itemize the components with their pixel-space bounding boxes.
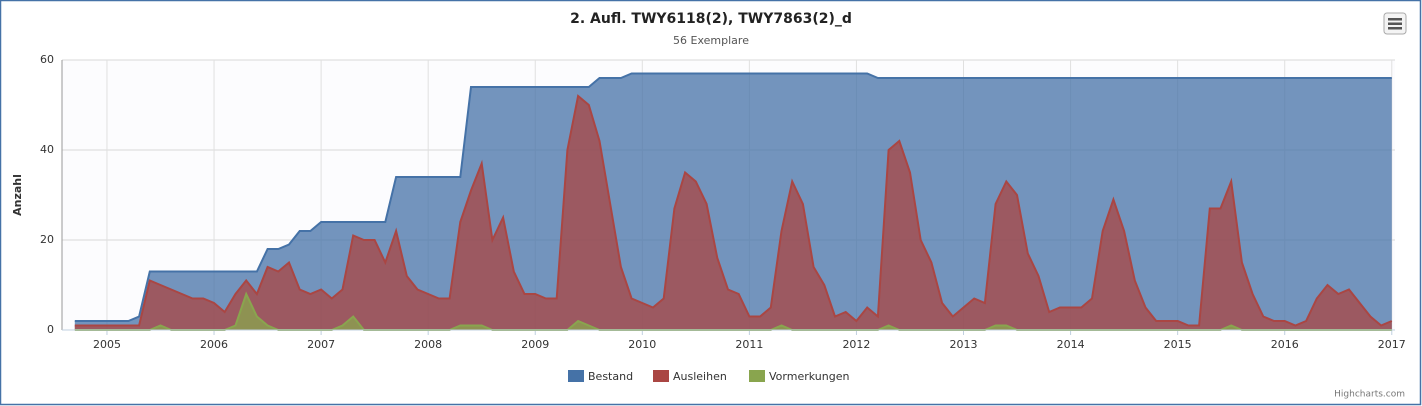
x-tick-label: 2011 (735, 338, 763, 351)
legend-label: Bestand (588, 370, 633, 383)
y-tick-label: 0 (47, 323, 54, 336)
x-tick-label: 2010 (628, 338, 656, 351)
x-tick-label: 2016 (1271, 338, 1299, 351)
x-tick-label: 2014 (1057, 338, 1085, 351)
legend-swatch (653, 370, 669, 382)
series-line (74, 72, 1392, 322)
series-line (74, 94, 1393, 327)
y-tick-label: 20 (40, 233, 54, 246)
x-tick-label: 2012 (842, 338, 870, 351)
legend-swatch (568, 370, 584, 382)
x-tick-label: 2013 (950, 338, 978, 351)
x-tick-label: 2007 (307, 338, 335, 351)
menu-button[interactable] (1383, 12, 1407, 35)
x-tick-label: 2005 (93, 338, 121, 351)
x-tick-label: 2008 (414, 338, 442, 351)
x-tick-label: 2009 (521, 338, 549, 351)
legend-item[interactable]: Bestand (568, 370, 633, 383)
legend-item[interactable]: Vormerkungen (749, 370, 849, 383)
area-fill (74, 96, 1392, 330)
legend-label: Ausleihen (673, 370, 727, 383)
x-tick-label: 2017 (1378, 338, 1406, 351)
y-tick-label: 60 (40, 53, 54, 66)
credits[interactable]: Highcharts.com (1334, 390, 1405, 400)
x-tick-label: 2006 (200, 338, 228, 351)
y-tick-label: 40 (40, 143, 54, 156)
x-tick-label: 2015 (1164, 338, 1192, 351)
legend-swatch (749, 370, 765, 382)
chart-subtitle: 56 Exemplare (673, 34, 749, 47)
chart-title: 2. Aufl. TWY6118(2), TWY7863(2)_d (570, 11, 852, 27)
y-axis-label: Anzahl (11, 174, 24, 216)
legend-item[interactable]: Ausleihen (653, 370, 727, 383)
legend-label: Vormerkungen (769, 370, 849, 383)
